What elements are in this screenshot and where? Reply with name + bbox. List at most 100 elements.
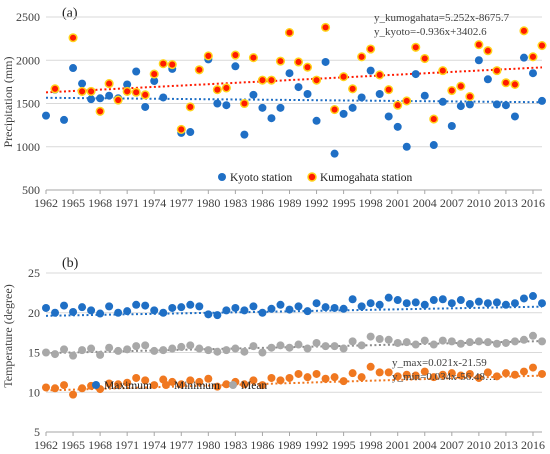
data-point-minimum [510, 370, 519, 379]
data-point-minimum [492, 372, 501, 381]
data-point-kumogahata-station [149, 69, 159, 79]
data-point-kyoto-station [159, 93, 168, 102]
data-point-minimum [474, 373, 483, 382]
data-point-minimum [447, 369, 456, 378]
data-point-kumogahata-station [266, 75, 277, 85]
x-tick-label: 1995 [332, 438, 356, 452]
data-point-mean [483, 338, 492, 347]
data-point-kumogahata-station [393, 100, 403, 110]
data-point-minimum [393, 372, 402, 381]
data-point-kumogahata-station [339, 72, 349, 82]
data-point-kumogahata-station [411, 42, 421, 52]
data-point-mean [312, 338, 321, 347]
data-point-kyoto-station [528, 69, 537, 78]
data-point-kumogahata-station [420, 53, 430, 64]
data-point-maximum [177, 303, 186, 312]
data-point-kyoto-station [150, 77, 159, 86]
data-point-mean [141, 341, 150, 350]
data-point-maximum [276, 300, 285, 309]
legend-kyoto-label: Kyoto station [230, 172, 293, 184]
data-point-kyoto-station [411, 70, 420, 79]
data-point-kumogahata-station [86, 86, 96, 96]
data-point-kumogahata-station [465, 92, 475, 102]
y-tick-label: 10 [28, 385, 40, 399]
data-point-minimum [411, 371, 420, 380]
data-point-kumogahata-station [158, 59, 168, 69]
x-tick-label: 2010 [467, 438, 491, 452]
data-point-kyoto-station [87, 95, 96, 104]
data-point-kyoto-station [465, 100, 474, 109]
data-point-kyoto-station [141, 102, 150, 111]
data-point-minimum [42, 383, 50, 392]
data-point-minimum [330, 373, 339, 382]
data-point-minimum [114, 380, 123, 389]
data-point-mean [303, 344, 312, 353]
data-point-maximum [402, 299, 411, 308]
data-point-mean [258, 348, 267, 357]
data-point-maximum [366, 299, 375, 308]
data-point-kyoto-station [312, 116, 321, 125]
data-point-maximum [42, 303, 50, 312]
data-point-mean [510, 337, 519, 346]
data-point-kyoto-station [438, 97, 447, 106]
data-point-kumogahata-station [311, 75, 322, 85]
data-point-minimum [249, 376, 258, 385]
data-point-kyoto-station [510, 112, 519, 121]
data-point-mean [51, 350, 60, 359]
data-point-kumogahata-station [167, 60, 177, 70]
legend-mean-label: Mean [241, 380, 267, 392]
data-point-kumogahata-station [131, 87, 141, 97]
data-point-maximum [483, 299, 492, 308]
x-tick-label: 1971 [115, 196, 139, 210]
data-point-kumogahata-station [50, 84, 60, 94]
min-trend-equation: y_min=0.034x-56.48… [392, 371, 496, 383]
precipitation-y-axis-label: Precipitation (mm) [1, 57, 15, 148]
x-tick-label: 2004 [413, 438, 437, 452]
data-point-minimum [348, 369, 357, 378]
data-point-kyoto-station [420, 91, 429, 100]
data-point-maximum [528, 292, 537, 301]
data-point-minimum [60, 381, 69, 390]
data-point-minimum [501, 369, 510, 378]
data-point-kumogahata-station [293, 57, 304, 67]
data-point-minimum [222, 380, 231, 389]
data-point-kyoto-station [78, 79, 87, 88]
data-point-mean [114, 346, 123, 355]
panel-b-label: (b) [62, 256, 79, 271]
data-point-kyoto-station [330, 149, 339, 158]
data-point-mean [492, 339, 501, 348]
data-point-maximum [519, 294, 528, 303]
x-tick-label: 1977 [169, 196, 193, 210]
data-point-maximum [465, 300, 474, 309]
y-tick-label: 15 [28, 346, 40, 360]
data-point-kyoto-station [213, 99, 222, 108]
data-point-maximum [186, 300, 195, 309]
data-point-maximum [150, 306, 159, 315]
data-point-kumogahata-station [77, 86, 87, 96]
x-tick-label: 1983 [223, 196, 247, 210]
data-point-maximum [213, 311, 222, 320]
x-tick-label: 1998 [359, 196, 383, 210]
data-point-kumogahata-station [492, 66, 502, 76]
data-point-kyoto-station [42, 111, 50, 120]
data-point-maximum [240, 306, 249, 315]
data-point-minimum [168, 377, 177, 386]
data-point-mean [429, 340, 438, 349]
data-point-kyoto-station [447, 121, 456, 130]
data-point-kyoto-station [339, 109, 348, 118]
data-point-mean [384, 335, 393, 344]
data-point-minimum [438, 370, 447, 379]
x-tick-label: 1968 [88, 196, 112, 210]
data-point-minimum [150, 381, 159, 390]
data-point-kyoto-station [366, 66, 375, 75]
data-point-maximum [438, 295, 447, 304]
x-tick-label: 1986 [250, 438, 274, 452]
x-tick-label: 1980 [196, 438, 220, 452]
data-point-maximum [267, 304, 276, 313]
data-point-kyoto-station [483, 75, 492, 84]
x-tick-label: 2013 [494, 196, 518, 210]
precipitation-chart: (a) Precipitation (mm) 500 1000 1500 2000 25… [1, 6, 547, 210]
data-point-kyoto-station [303, 89, 312, 98]
data-point-mean [447, 337, 456, 346]
